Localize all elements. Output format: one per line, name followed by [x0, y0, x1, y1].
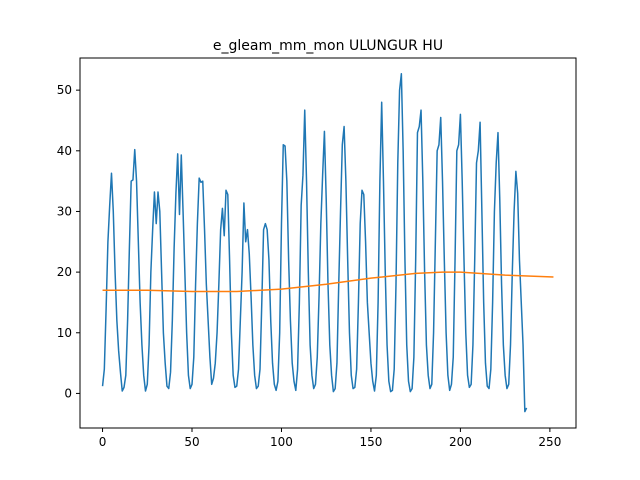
plot-frame — [79, 57, 577, 429]
y-tick-label: 40 — [57, 144, 72, 158]
y-tick-label: 0 — [64, 386, 72, 400]
series-layer — [101, 73, 554, 413]
y-tick-label: 20 — [57, 265, 72, 279]
x-tick-label: 0 — [99, 435, 107, 449]
x-tick-label: 100 — [270, 435, 293, 449]
y-tick-label: 10 — [57, 326, 72, 340]
x-axis: 0 50 100 150 200 250 — [99, 428, 561, 449]
y-tick-label: 30 — [57, 204, 72, 218]
y-tick-label: 50 — [57, 83, 72, 97]
y-axis: 0 10 20 30 40 50 — [57, 83, 80, 400]
x-tick-label: 50 — [184, 435, 199, 449]
chart-title: e_gleam_mm_mon ULUNGUR HU — [213, 38, 443, 54]
series-line-2 — [102, 271, 554, 293]
series-line-1 — [101, 73, 528, 413]
x-tick-label: 200 — [449, 435, 472, 449]
x-tick-label: 250 — [538, 435, 561, 449]
x-tick-label: 150 — [359, 435, 382, 449]
